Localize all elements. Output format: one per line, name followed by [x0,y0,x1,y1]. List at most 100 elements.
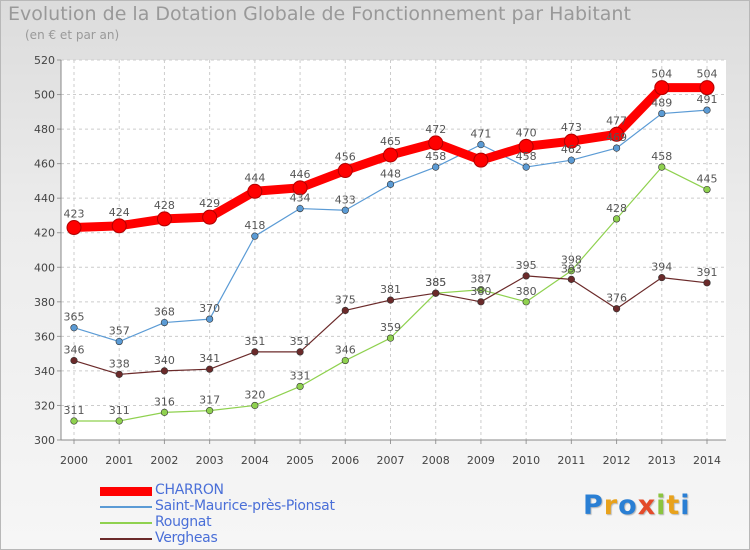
y-tick-label: 440 [34,192,55,205]
y-tick-label: 300 [34,434,55,447]
data-point [567,267,575,275]
data-label: 418 [244,219,265,232]
data-point [654,80,670,96]
x-tick-label: 2014 [693,454,721,467]
legend-label: CHARRON [155,482,224,498]
data-label: 446 [290,168,311,181]
x-tick-label: 2007 [377,454,405,467]
x-tick-label: 2013 [648,454,676,467]
data-label: 465 [380,135,401,148]
data-point [341,206,349,214]
legend-swatch [100,522,152,524]
x-tick-label: 2005 [286,454,314,467]
data-label: 351 [244,335,265,348]
data-label: 428 [154,199,175,212]
legend-swatch [100,486,152,496]
data-label: 423 [64,208,85,221]
data-point [477,141,485,149]
data-label: 380 [470,285,491,298]
y-tick-label: 520 [34,54,55,67]
data-point [703,279,711,287]
proxiti-logo: Proxiti [583,490,691,521]
data-point [202,209,218,225]
data-point [658,274,666,282]
data-label: 398 [561,254,582,267]
data-point [567,156,575,164]
data-label: 311 [64,404,85,417]
data-point [156,211,172,227]
data-label: 433 [335,193,356,206]
data-point [66,220,82,236]
data-point [251,348,259,356]
legend-swatch [100,506,152,508]
plot-area [61,60,726,440]
data-point [251,401,259,410]
data-point [206,407,214,415]
data-point [703,106,711,114]
logo-letter: o [618,490,638,521]
data-point [160,318,169,327]
data-point [160,367,169,375]
x-tick-label: 2010 [512,454,540,467]
data-label: 462 [561,143,582,156]
data-point [477,286,485,294]
chart-title: Evolution de la Dotation Globale de Fonc… [8,3,631,25]
data-point [341,306,349,315]
data-label: 351 [290,335,311,348]
data-label: 424 [109,206,130,219]
data-label: 338 [109,357,130,370]
data-label: 320 [244,388,265,401]
data-point [612,144,621,152]
data-label: 445 [697,173,718,186]
y-tick-label: 320 [34,399,55,412]
data-point [341,356,349,365]
data-point [699,80,715,96]
data-label: 394 [651,261,672,274]
logo-letter: x [637,490,657,521]
x-tick-label: 2012 [603,454,631,467]
x-tick-label: 2006 [331,454,359,467]
data-point [115,337,123,346]
logo-letter: i [680,490,691,521]
data-label: 381 [380,283,401,296]
data-point [383,147,398,163]
data-point [111,218,127,234]
data-label: 428 [606,202,627,215]
data-label: 317 [199,394,220,407]
x-tick-label: 2003 [196,454,224,467]
data-point [70,417,78,425]
data-label: 385 [425,276,446,289]
data-label: 434 [290,192,311,205]
data-label: 473 [561,121,582,134]
data-point [703,185,711,194]
data-label: 504 [697,68,718,81]
data-point [160,408,169,416]
data-point [609,126,625,142]
data-point [658,163,666,171]
data-point [296,348,304,356]
data-point [115,417,123,425]
logo-letter: r [603,490,619,521]
data-label: 444 [244,171,265,184]
legend-label: Rougnat [155,514,212,530]
data-point [518,138,534,154]
data-label: 393 [561,262,582,275]
y-tick-label: 380 [34,296,55,309]
data-label: 346 [64,344,85,357]
data-point [432,163,440,171]
data-label: 341 [199,352,220,365]
data-label: 380 [516,285,537,298]
data-label: 458 [516,150,537,163]
data-point [522,163,530,171]
data-point [115,370,123,378]
data-point [658,109,666,118]
data-label: 477 [606,114,627,127]
x-tick-label: 2001 [105,454,133,467]
legend-swatch [100,538,152,540]
data-label: 340 [154,354,175,367]
y-tick-label: 480 [34,123,55,136]
data-label: 491 [697,93,718,106]
data-point [612,215,621,223]
legend-label: Saint-Maurice-près-Pionsat [155,498,335,514]
data-label: 370 [199,302,220,315]
